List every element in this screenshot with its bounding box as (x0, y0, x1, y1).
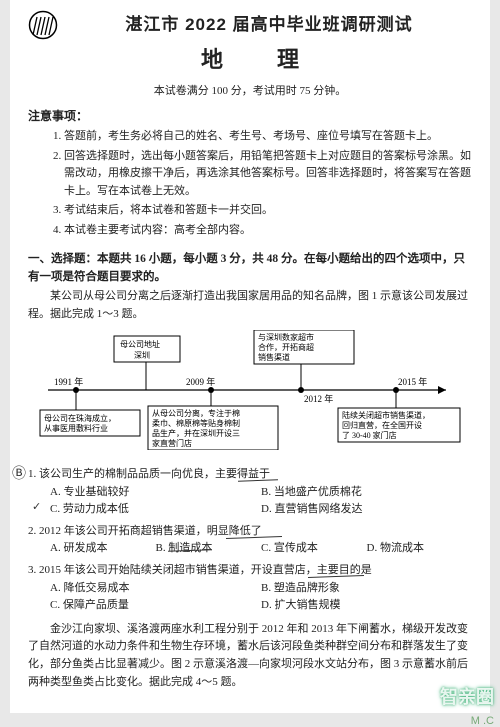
question-2: 2. 2012 年该公司开拓商超销售渠道，明显降低了 (28, 523, 472, 541)
q2-num: 2. (28, 525, 36, 537)
q2-text: 2012 年该公司开拓商超销售渠道，明显降低了 (39, 525, 262, 537)
exam-info: 本试卷满分 100 分，考试用时 75 分钟。 (28, 83, 472, 101)
svg-text:回归直营，在全国开设: 回归直营，在全国开设 (342, 420, 422, 430)
section2-stem: 金沙江向家坝、溪洛渡两座水利工程分别于 2012 年和 2013 年下闸蓄水，梯… (28, 621, 472, 691)
svg-text:柔巾、棉原棉等贴身棉制: 柔巾、棉原棉等贴身棉制 (152, 418, 240, 428)
svg-text:从母公司分离，专注于棉: 从母公司分离，专注于棉 (152, 408, 240, 418)
notice-heading: 注意事项： (28, 107, 472, 126)
q3-num: 3. (28, 564, 36, 576)
q2-options: A. 研发成本 B. 制造成本 C. 宣传成本 D. 物流成本 (28, 540, 472, 558)
svg-text:陆续关闭超市销售渠道，: 陆续关闭超市销售渠道， (342, 410, 430, 420)
notice-list: 答题前，考生务必将自己的姓名、考生号、考场号、座位号填写在答题卡上。 回答选择题… (28, 128, 472, 240)
notice-item: 本试卷主要考试内容：高考全部内容。 (64, 222, 472, 240)
notice-item: 考试结束后，将本试卷和答题卡一并交回。 (64, 202, 472, 220)
hand-annotation-icon: Ⓑ (12, 464, 26, 486)
question-3: 3. 2015 年该公司开始陆续关闭超市销售渠道，开设直营店，主要目的是 (28, 562, 472, 580)
q1-text: 该公司生产的棉制品品质一向优良，主要得益于 (39, 468, 270, 480)
subject-title: 地 理 (52, 42, 472, 77)
section1-head: 一、选择题：本题共 16 小题，每小题 3 分，共 48 分。在每小题给出的四个… (28, 250, 472, 287)
section1-stem: 某公司从母公司分离之后逐渐打造出我国家居用品的知名品牌，图 1 示意该公司发展过… (28, 288, 472, 323)
q3-options: A. 降低交易成本 B. 塑造品牌形象 C. 保障产品质量 D. 扩大销售规模 (28, 580, 472, 615)
svg-text:与深圳数家超市: 与深圳数家超市 (258, 332, 314, 342)
svg-text:家直营门店: 家直营门店 (152, 438, 192, 448)
notice-item: 回答选择题时，选出每小题答案后，用铅笔把答题卡上对应题目的答案标号涂黑。如需改动… (64, 148, 472, 201)
svg-text:从事医用敷料行业: 从事医用敷料行业 (44, 423, 108, 433)
tl-year: 1991 年 (54, 376, 83, 387)
svg-text:母公司地址: 母公司地址 (120, 339, 160, 349)
notice-item: 答题前，考生务必将自己的姓名、考生号、考场号、座位号填写在答题卡上。 (64, 128, 472, 146)
svg-text:母公司在珠海成立，: 母公司在珠海成立， (44, 413, 116, 423)
tl-year: 2015 年 (398, 376, 427, 387)
svg-text:品生产，并在深圳开设三: 品生产，并在深圳开设三 (152, 428, 240, 438)
svg-text:深圳: 深圳 (134, 350, 150, 360)
tl-year: 2012 年 (304, 393, 333, 404)
q1-num: 1. (28, 468, 36, 480)
tl-year: 2009 年 (186, 376, 215, 387)
watermark-sub: M .C (471, 715, 494, 727)
timeline-figure: 1991 年 2009 年 2012 年 2015 年 母公司地址 深圳 与深圳… (36, 330, 464, 457)
question-1: Ⓑ 1. 该公司生产的棉制品品质一向优良，主要得益于 (28, 466, 472, 484)
exam-title: 湛江市 2022 届高中毕业班调研测试 (66, 11, 472, 38)
svg-text:了 30-40 家门店: 了 30-40 家门店 (342, 430, 397, 440)
q3-text: 2015 年该公司开始陆续关闭超市销售渠道，开设直营店，主要目的是 (39, 564, 372, 576)
svg-text:合作，开拓商超: 合作，开拓商超 (258, 342, 314, 352)
q1-options: A. 专业基础较好 B. 当地盛产优质棉花 C. 劳动力成本低 ✓ D. 直营销… (28, 484, 472, 519)
svg-text:销售渠道: 销售渠道 (258, 352, 290, 362)
hand-annotation-icon: ✓ (32, 499, 41, 517)
exam-logo-icon (28, 10, 58, 40)
